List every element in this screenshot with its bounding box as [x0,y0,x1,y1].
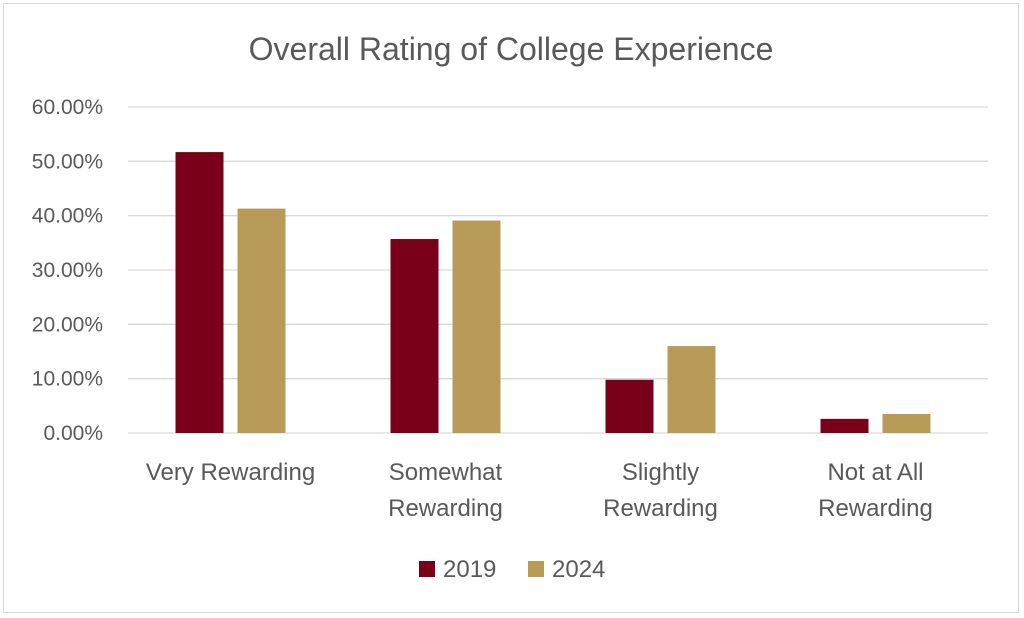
y-axis-ticks: 0.00% 10.00% 20.00% 30.00% 40.00% 50.00% 60.00… [32,96,103,445]
y-tick-label: 40.00% [32,205,103,228]
bar-2019-4 [820,418,869,433]
y-tick-label: 60.00% [32,96,103,119]
chart-frame [3,3,1019,613]
y-tick-label: 20.00% [32,313,103,336]
legend-swatch-2024 [528,561,544,577]
bar-2024-3 [667,346,716,433]
x-category-label: Not at All Rewarding [818,459,933,522]
y-tick-label: 30.00% [32,259,103,282]
legend-label-2024: 2024 [552,556,605,583]
bar-2019-1 [175,152,224,433]
x-category-label: Slightly Rewarding [603,459,718,522]
bar-2019-2 [390,239,439,433]
y-tick-label: 10.00% [32,368,103,391]
bars [175,152,931,433]
x-category-label: Somewhat Rewarding [388,459,503,522]
bar-2024-2 [452,220,501,433]
bar-2024-1 [237,208,286,433]
x-axis-categories: Very Rewarding Somewhat Rewarding Slightly R… [146,459,933,522]
y-tick-label: 50.00% [32,150,103,173]
bar-2019-3 [605,379,654,433]
legend: 2019 2024 [419,556,605,583]
x-category-label: Very Rewarding [146,459,315,486]
legend-label-2019: 2019 [443,556,496,583]
y-tick-label: 0.00% [43,422,103,445]
legend-swatch-2019 [419,561,435,577]
bar-2024-4 [882,413,931,433]
chart-title: Overall Rating of College Experience [249,31,774,67]
